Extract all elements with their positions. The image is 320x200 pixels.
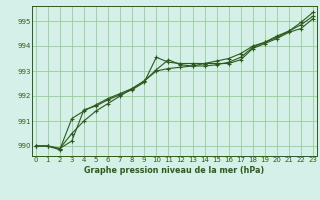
X-axis label: Graphe pression niveau de la mer (hPa): Graphe pression niveau de la mer (hPa) xyxy=(84,166,265,175)
